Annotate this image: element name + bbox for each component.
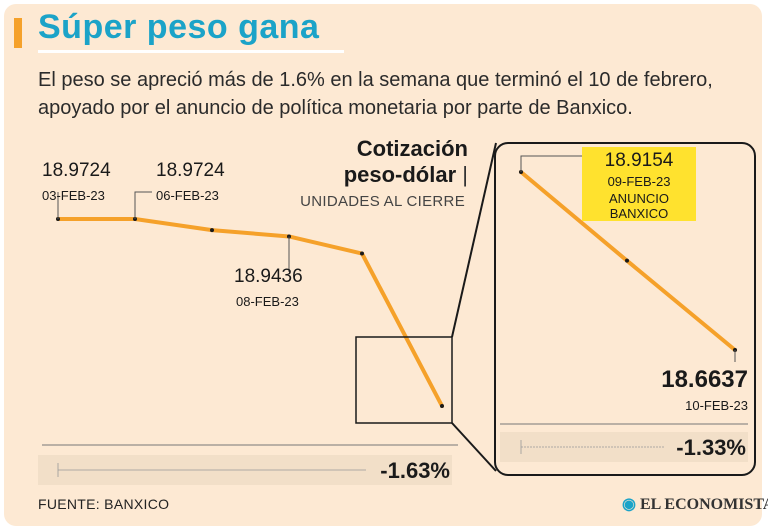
chart-title-line2-row: peso-dólar | [344,162,468,188]
label-value-06feb: 18.9724 [156,160,225,181]
source-note: FUENTE: BANXICO [38,496,170,512]
brand-globe-icon: ◉ [622,496,636,513]
chart-title-line2: peso-dólar [343,162,457,187]
leader-09feb [520,155,582,172]
change-percent-inset: -1.33% [676,435,746,460]
chart-title-separator: | [462,162,468,187]
subtitle: El peso se apreció más de 1.6% en la sem… [38,69,713,119]
label-value-09feb: 18.9154 [604,150,674,171]
label-date-03feb: 03-FEB-23 [42,188,105,203]
brand-name: EL ECONOMISTA [639,496,768,513]
label-value-03feb: 18.9724 [42,160,111,181]
title-accent-bar [14,18,22,48]
label-date-10feb: 10-FEB-23 [685,398,748,413]
zoom-box [355,336,453,424]
main-series-line [56,217,444,408]
zoom-connector-bottom [451,422,497,472]
main-point-5 [440,404,444,408]
brand-logo: ◉ EL ECONOMISTA [622,494,768,514]
label-value-08feb: 18.9436 [234,266,303,287]
label-note-anuncio: ANUNCIO BANXICO [609,191,669,221]
chart-title: Cotización peso-dólar | [344,136,468,188]
page-title: Súper peso gana [38,8,320,46]
label-date-08feb: 08-FEB-23 [236,294,299,309]
zoom-connector-top [451,142,497,338]
label-value-10feb: 18.6637 [661,366,748,393]
banxico-announcement-box: 18.9154 09-FEB-23 ANUNCIO BANXICO [582,147,696,221]
label-date-06feb: 06-FEB-23 [156,188,219,203]
main-point-4 [360,251,364,256]
chart-title-line1: Cotización [356,136,468,161]
inset-point-1 [625,258,629,263]
chart-units: UNIDADES AL CIERRE [300,193,465,210]
change-percent-main: -1.63% [380,458,450,483]
main-point-2 [210,228,214,233]
leader-06feb [134,191,152,219]
label-date-09feb: 09-FEB-23 [607,174,671,189]
title-underline [38,50,344,53]
